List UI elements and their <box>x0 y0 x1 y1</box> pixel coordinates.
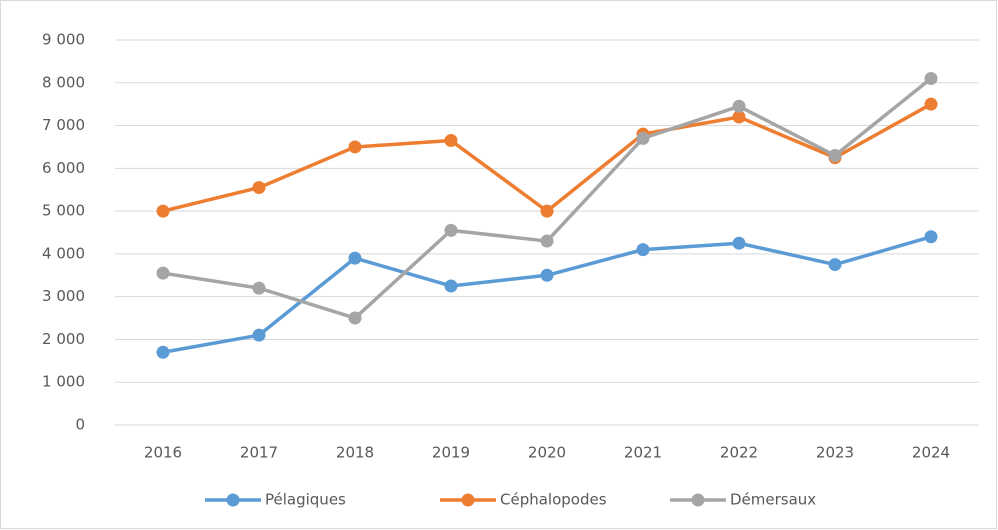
x-tick-label: 2021 <box>624 444 662 462</box>
data-point <box>732 110 746 124</box>
data-point <box>444 134 458 148</box>
data-point <box>156 204 170 218</box>
x-tick-label: 2020 <box>528 444 566 462</box>
x-tick-label: 2018 <box>336 444 374 462</box>
data-point <box>636 131 650 145</box>
data-point <box>732 236 746 250</box>
data-point <box>540 234 554 248</box>
y-tick-label: 5 000 <box>42 202 85 220</box>
x-tick-label: 2023 <box>816 444 854 462</box>
legend-label: Démersaux <box>730 491 816 509</box>
data-point <box>348 140 362 154</box>
y-tick-label: 3 000 <box>42 287 85 305</box>
y-tick-label: 7 000 <box>42 116 85 134</box>
legend-marker <box>226 493 240 507</box>
x-tick-label: 2024 <box>912 444 950 462</box>
y-tick-label: 1 000 <box>42 373 85 391</box>
data-point <box>348 251 362 265</box>
data-point <box>252 328 266 342</box>
data-point <box>540 268 554 282</box>
y-tick-label: 6 000 <box>42 159 85 177</box>
data-point <box>924 72 938 85</box>
legend-marker <box>691 493 705 507</box>
y-tick-label: 2 000 <box>42 330 85 348</box>
y-tick-label: 9 000 <box>42 31 85 49</box>
data-point <box>252 181 266 195</box>
legend-label: Céphalopodes <box>500 491 607 509</box>
data-point <box>540 204 554 218</box>
data-point <box>924 97 938 111</box>
data-point <box>444 279 458 293</box>
legend-label: Pélagiques <box>265 491 346 509</box>
data-point <box>828 258 842 272</box>
data-point <box>444 223 458 237</box>
x-tick-label: 2016 <box>144 444 182 462</box>
x-tick-label: 2017 <box>240 444 278 462</box>
data-point <box>636 243 650 257</box>
data-point <box>924 230 938 244</box>
y-tick-label: 0 <box>75 416 85 434</box>
x-tick-label: 2019 <box>432 444 470 462</box>
data-point <box>732 99 746 113</box>
data-point <box>828 149 842 162</box>
y-tick-label: 4 000 <box>42 244 85 262</box>
x-tick-label: 2022 <box>720 444 758 462</box>
data-point <box>156 345 170 359</box>
legend-marker <box>461 493 475 507</box>
y-tick-label: 8 000 <box>42 73 85 91</box>
data-point <box>252 281 266 295</box>
data-point <box>156 266 170 280</box>
data-point <box>348 311 362 325</box>
